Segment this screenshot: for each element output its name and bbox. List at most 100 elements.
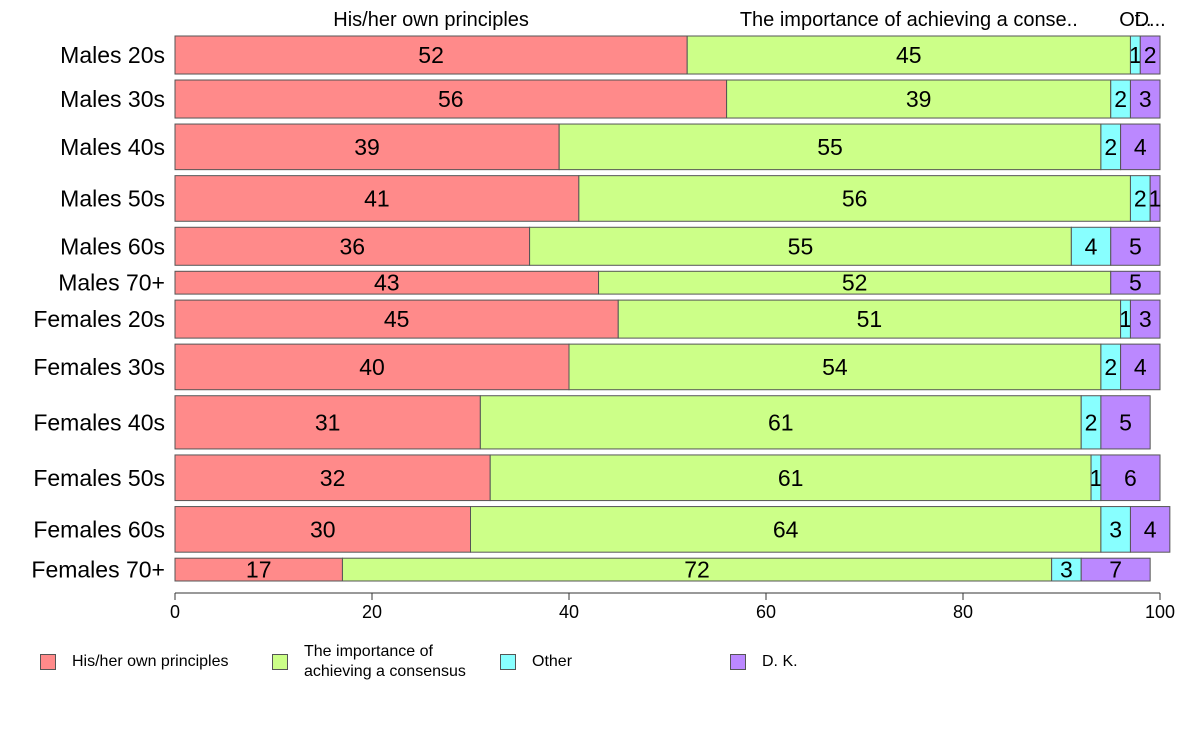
data-label-females-70-s1: 72 — [684, 557, 710, 583]
data-label-males-40s-s0: 39 — [354, 134, 380, 160]
data-label-females-40s-s3: 5 — [1119, 409, 1132, 435]
data-label-females-20s-s1: 51 — [857, 306, 883, 332]
data-label-females-70-s2: 3 — [1060, 557, 1073, 583]
legend-item-other: Other — [500, 652, 572, 672]
data-label-females-30s-s0: 40 — [359, 354, 385, 380]
data-label-males-60s-s2: 4 — [1085, 233, 1098, 259]
data-label-males-50s-s0: 41 — [364, 185, 390, 211]
data-label-females-50s-s1: 61 — [778, 465, 804, 491]
legend-swatch-consensus — [272, 654, 288, 670]
legend-item-dk: D. K. — [730, 652, 798, 672]
bar-females-30s-s3 — [1120, 343, 1161, 391]
legend-swatch-other — [500, 654, 516, 670]
row-label-males-60s: Males 60s — [60, 233, 165, 259]
legend-label-other: Other — [532, 653, 573, 670]
bar-males-20s-s3 — [1139, 35, 1161, 75]
data-label-females-40s-s2: 2 — [1085, 409, 1098, 435]
x-tick-label-20: 20 — [362, 602, 382, 622]
data-label-females-40s-s0: 31 — [315, 409, 341, 435]
legend-item-consensus: The importance of achieving a consensus — [272, 642, 466, 682]
row-label-females-60s: Females 60s — [33, 516, 165, 542]
row-label-females-30s: Females 30s — [33, 354, 165, 380]
bar-females-40s-s3 — [1100, 395, 1151, 450]
data-label-females-30s-s3: 4 — [1134, 354, 1147, 380]
bar-males-50s-s3 — [1149, 175, 1161, 222]
bar-males-60s-s3 — [1110, 226, 1161, 266]
data-label-females-60s-s3: 4 — [1144, 516, 1157, 542]
x-tick-label-100: 100 — [1145, 602, 1175, 622]
bar-males-60s-s0 — [174, 226, 531, 266]
data-label-males-60s-s3: 5 — [1129, 233, 1142, 259]
bar-males-40s-s3 — [1120, 123, 1161, 171]
bar-males-40s-s1 — [558, 123, 1102, 171]
data-label-females-20s-s3: 3 — [1139, 306, 1152, 332]
x-tick-label-0: 0 — [170, 602, 180, 622]
row-label-females-20s: Females 20s — [33, 306, 165, 332]
data-label-males-40s-s1: 55 — [817, 134, 843, 160]
data-label-males-60s-s1: 55 — [788, 233, 814, 259]
data-label-males-40s-s3: 4 — [1134, 134, 1147, 160]
bars: 52 45 1 256 39 2 339 55 2 441 56 2 136 55 4 543 52 545 51 1… — [174, 35, 1171, 583]
bar-males-40s-s0 — [174, 123, 560, 171]
bar-males-50s-s0 — [174, 175, 580, 222]
data-label-males-20s-s1: 45 — [896, 42, 922, 68]
bar-females-50s-s1 — [489, 454, 1092, 502]
row-label-males-20s: Males 20s — [60, 42, 165, 68]
data-label-females-20s-s2: 1 — [1119, 306, 1132, 332]
data-label-males-70-s0: 43 — [374, 270, 400, 296]
legend-item-principles: His/her own principles — [40, 652, 229, 672]
data-label-males-50s-s2: 2 — [1134, 185, 1147, 211]
legend-label-dk: D. K. — [762, 653, 798, 670]
bar-females-50s-s3 — [1100, 454, 1161, 502]
top-label-2: Ot.. — [1119, 9, 1151, 31]
data-label-females-60s-s0: 30 — [310, 516, 336, 542]
bar-females-50s-s0 — [174, 454, 491, 502]
bar-males-60s-s2 — [1070, 226, 1112, 266]
data-label-females-30s-s1: 54 — [822, 354, 848, 380]
bar-females-30s-s1 — [568, 343, 1102, 391]
bar-females-20s-s3 — [1129, 299, 1161, 339]
data-label-males-20s-s2: 1 — [1129, 42, 1142, 68]
x-tick-label-40: 40 — [559, 602, 579, 622]
data-label-females-60s-s2: 3 — [1109, 516, 1122, 542]
row-label-males-70: Males 70+ — [58, 270, 165, 296]
row-label-males-40s: Males 40s — [60, 134, 165, 160]
data-label-females-70-s0: 17 — [246, 557, 272, 583]
bar-females-60s-s3 — [1129, 506, 1171, 553]
bar-males-50s-s1 — [578, 175, 1131, 222]
bar-females-20s-s1 — [617, 299, 1122, 339]
x-tick-label-80: 80 — [953, 602, 973, 622]
data-label-females-20s-s0: 45 — [384, 306, 410, 332]
bar-females-40s-s0 — [174, 395, 481, 450]
top-label-1: The importance of achieving a conse.. — [740, 9, 1078, 31]
data-label-females-70-s3: 7 — [1109, 557, 1122, 583]
legend-label-consensus: The importance of achieving a consensus — [304, 643, 466, 680]
data-label-males-50s-s3: 1 — [1149, 185, 1162, 211]
data-label-males-30s-s1: 39 — [906, 86, 932, 112]
data-label-males-30s-s2: 2 — [1114, 86, 1127, 112]
data-label-males-30s-s3: 3 — [1139, 86, 1152, 112]
legend-swatch-dk — [730, 654, 746, 670]
data-label-males-20s-s3: 2 — [1144, 42, 1157, 68]
data-label-males-50s-s1: 56 — [842, 185, 868, 211]
data-label-males-30s-s0: 56 — [438, 86, 464, 112]
data-label-females-40s-s1: 61 — [768, 409, 794, 435]
data-label-females-50s-s2: 1 — [1090, 465, 1103, 491]
data-label-females-50s-s0: 32 — [320, 465, 346, 491]
x-tick-label-60: 60 — [756, 602, 776, 622]
bar-males-30s-s3 — [1129, 79, 1161, 119]
row-labels: Males 20s Males 30s Males 40s Males 50s Male… — [31, 42, 165, 583]
bar-males-20s-s1 — [686, 35, 1131, 75]
bar-males-60s-s1 — [529, 226, 1072, 266]
data-label-males-70-s1: 52 — [842, 270, 868, 296]
data-label-males-20s-s0: 52 — [418, 42, 444, 68]
data-label-males-60s-s0: 36 — [340, 233, 366, 259]
row-label-males-30s: Males 30s — [60, 86, 165, 112]
legend: His/her own principles The importance of… — [0, 640, 1188, 700]
top-label-3: D... — [1135, 9, 1166, 31]
bar-females-30s-s0 — [174, 343, 570, 391]
top-labels: His/her own principles The importance of … — [333, 9, 1165, 31]
data-label-males-40s-s2: 2 — [1104, 134, 1117, 160]
